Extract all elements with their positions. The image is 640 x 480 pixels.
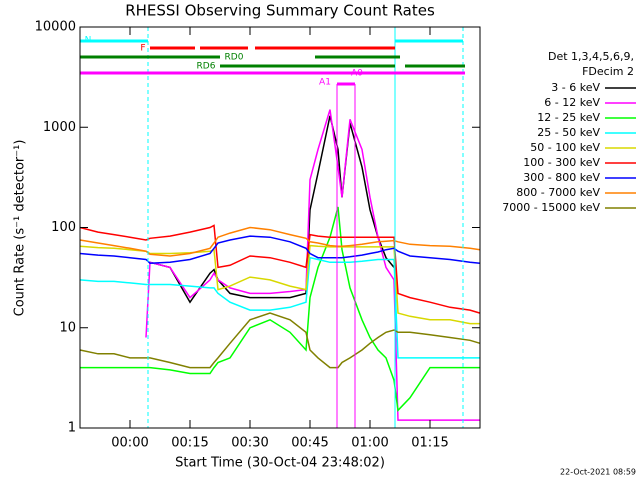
legend-label: 7000 - 15000 keV xyxy=(502,201,600,214)
legend-header: Det 1,3,4,5,6,9, xyxy=(548,50,634,63)
series-line xyxy=(79,226,481,257)
y-axis-label: Count Rate (s⁻¹ detector⁻¹) xyxy=(13,140,28,317)
y-tick-label: 1000 xyxy=(43,120,76,135)
x-axis-label: Start Time (30-Oct-04 23:48:02) xyxy=(175,456,385,471)
series-line xyxy=(79,256,480,359)
legend-header: FDecim 2 xyxy=(582,65,634,78)
x-tick-label: 01:00 xyxy=(351,436,388,451)
x-tick-label: 00:15 xyxy=(171,436,208,451)
series-line xyxy=(79,235,481,264)
x-tick-label: 00:30 xyxy=(231,436,268,451)
legend-label: 50 - 100 keV xyxy=(530,141,600,154)
x-tick-label: 00:00 xyxy=(111,436,148,451)
legend-label: 3 - 6 keV xyxy=(551,81,600,94)
x-tick-label: 01:15 xyxy=(411,436,448,451)
legend-label: 6 - 12 keV xyxy=(544,96,600,109)
y-tick-label: 10 xyxy=(59,320,76,335)
legend-label: 800 - 7000 keV xyxy=(516,186,600,199)
timestamp: 22-Oct-2021 08:59 xyxy=(560,468,636,477)
flag-label: A1 xyxy=(319,78,331,88)
flag-label: RD0 xyxy=(225,53,244,63)
legend-label: 12 - 25 keV xyxy=(537,111,600,124)
series-line xyxy=(80,206,480,412)
series-line xyxy=(145,109,480,421)
flag-label: A0 xyxy=(351,69,363,79)
series-line xyxy=(79,224,481,314)
x-tick-label: 00:45 xyxy=(291,436,328,451)
chart-title: RHESSI Observing Summary Count Rates xyxy=(125,2,435,20)
y-tick-label: 100 xyxy=(51,220,76,235)
legend-label: 25 - 50 keV xyxy=(537,126,600,139)
flag-label: N xyxy=(85,36,92,46)
flag-label: F xyxy=(140,44,145,54)
series-line xyxy=(79,244,480,325)
series-line xyxy=(79,312,481,369)
legend-label: 100 - 300 keV xyxy=(523,156,600,169)
y-tick-label: 1 xyxy=(68,421,76,436)
flag-label: RD6 xyxy=(197,62,216,72)
legend-label: 300 - 800 keV xyxy=(523,171,600,184)
y-tick-label: 10000 xyxy=(35,20,76,35)
